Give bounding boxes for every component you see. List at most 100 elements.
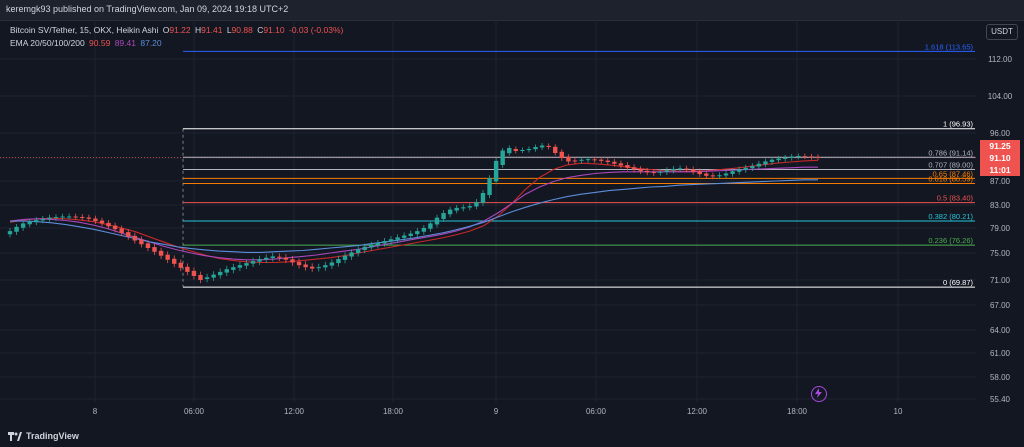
candle-body xyxy=(500,150,505,165)
candle-body xyxy=(546,145,551,147)
high-label: H xyxy=(195,25,202,35)
price-tick: 55.40 xyxy=(990,395,1011,404)
ema100-value: 87.20 xyxy=(140,38,162,48)
candle-body xyxy=(191,270,197,276)
fib-label: 0.707 (89.00) xyxy=(928,161,973,170)
candle-body xyxy=(480,193,486,203)
candle-body xyxy=(112,225,118,230)
time-tick: 06:00 xyxy=(586,407,607,416)
price-tick: 112.00 xyxy=(988,55,1012,64)
candle-body xyxy=(290,259,295,263)
candle-body xyxy=(408,233,413,236)
price-label: 91.25 xyxy=(989,141,1011,151)
fib-label: 1 (96.93) xyxy=(943,120,974,129)
candles xyxy=(7,143,821,284)
candle-body xyxy=(559,151,565,158)
candle-body xyxy=(454,207,459,211)
candle-body xyxy=(296,261,302,266)
price-tick: 61.00 xyxy=(990,349,1011,358)
candle-body xyxy=(237,265,243,268)
candle-body xyxy=(34,219,39,223)
candle-body xyxy=(244,263,249,266)
time-axis: 8 06:00 12:00 18:00 9 06:00 12:00 18:00 10 xyxy=(93,407,903,416)
candle-body xyxy=(697,171,702,175)
fib-label: 0 (69.87) xyxy=(943,278,974,287)
price-label: 11:01 xyxy=(989,165,1011,175)
candle-body xyxy=(421,228,427,232)
ema100-line xyxy=(10,179,818,253)
candle-body xyxy=(106,222,111,227)
candle-body xyxy=(60,216,65,218)
candle-body xyxy=(723,173,729,176)
candle-body xyxy=(323,265,328,268)
candle-body xyxy=(526,149,532,151)
time-tick: 8 xyxy=(93,407,98,416)
candle-body xyxy=(599,159,604,161)
low-value: 90.88 xyxy=(231,25,253,35)
candle-body xyxy=(447,209,453,215)
candle-body xyxy=(796,156,801,157)
candle-body xyxy=(789,156,794,158)
publish-bar: keremgk93 published on TradingView.com, … xyxy=(0,0,1024,21)
candle-body xyxy=(631,167,637,170)
fib-label: 0.65 (87.46) xyxy=(933,169,974,178)
fib-label: 0.786 (91.14) xyxy=(928,148,973,157)
candle-body xyxy=(158,250,164,256)
ema20-value: 90.59 xyxy=(89,38,111,48)
candle-body xyxy=(270,256,275,259)
candle-body xyxy=(566,156,571,162)
currency-button[interactable]: USDT xyxy=(986,24,1018,40)
low-label: L xyxy=(226,25,232,35)
candle-body xyxy=(198,274,203,280)
candle-body xyxy=(690,169,696,172)
candle-body xyxy=(14,226,19,232)
candle-body xyxy=(172,258,177,264)
time-tick: 9 xyxy=(494,407,499,416)
close-value: 91.10 xyxy=(263,25,285,35)
candle-body xyxy=(401,235,407,238)
candle-body xyxy=(27,221,32,225)
candle-body xyxy=(736,169,742,172)
candle-body xyxy=(218,271,223,276)
candle-body xyxy=(769,159,775,163)
candle-body xyxy=(579,159,584,161)
candle-body xyxy=(684,168,689,170)
fib-label: 1.618 (113.65) xyxy=(925,42,974,51)
candle-body xyxy=(40,218,46,221)
candle-body xyxy=(204,277,210,279)
chart-grid xyxy=(0,20,976,402)
candle-body xyxy=(743,167,748,170)
candle-body xyxy=(638,169,643,172)
ema-lines xyxy=(9,159,819,264)
price-tick: 67.00 xyxy=(990,301,1011,310)
open-label: O xyxy=(162,25,170,35)
candle-body xyxy=(750,166,755,169)
time-tick: 10 xyxy=(894,407,903,416)
ema-label: EMA 20/50/100/200 xyxy=(10,38,85,48)
candle-body xyxy=(86,217,92,219)
price-tick: 96.00 xyxy=(990,129,1011,138)
lightning-icon[interactable] xyxy=(811,386,827,402)
change-value: -0.03 (-0.03%) xyxy=(289,25,344,35)
candle-body xyxy=(355,249,361,254)
candle-body xyxy=(671,168,676,171)
candle-body xyxy=(809,156,814,158)
candle-body xyxy=(434,217,440,225)
candle-body xyxy=(763,161,768,165)
candle-body xyxy=(388,239,394,242)
candle-body xyxy=(375,243,381,246)
candle-body xyxy=(756,163,762,167)
candle-body xyxy=(493,160,499,182)
candle-body xyxy=(658,171,663,173)
candle-body xyxy=(349,252,354,257)
candle-body xyxy=(553,146,558,153)
candle-body xyxy=(677,168,683,170)
candle-body xyxy=(185,266,190,272)
candle-body xyxy=(152,247,157,252)
candle-body xyxy=(704,173,709,176)
price-label-bg xyxy=(980,164,1020,176)
candle-body xyxy=(585,159,591,161)
candle-body xyxy=(250,261,256,264)
